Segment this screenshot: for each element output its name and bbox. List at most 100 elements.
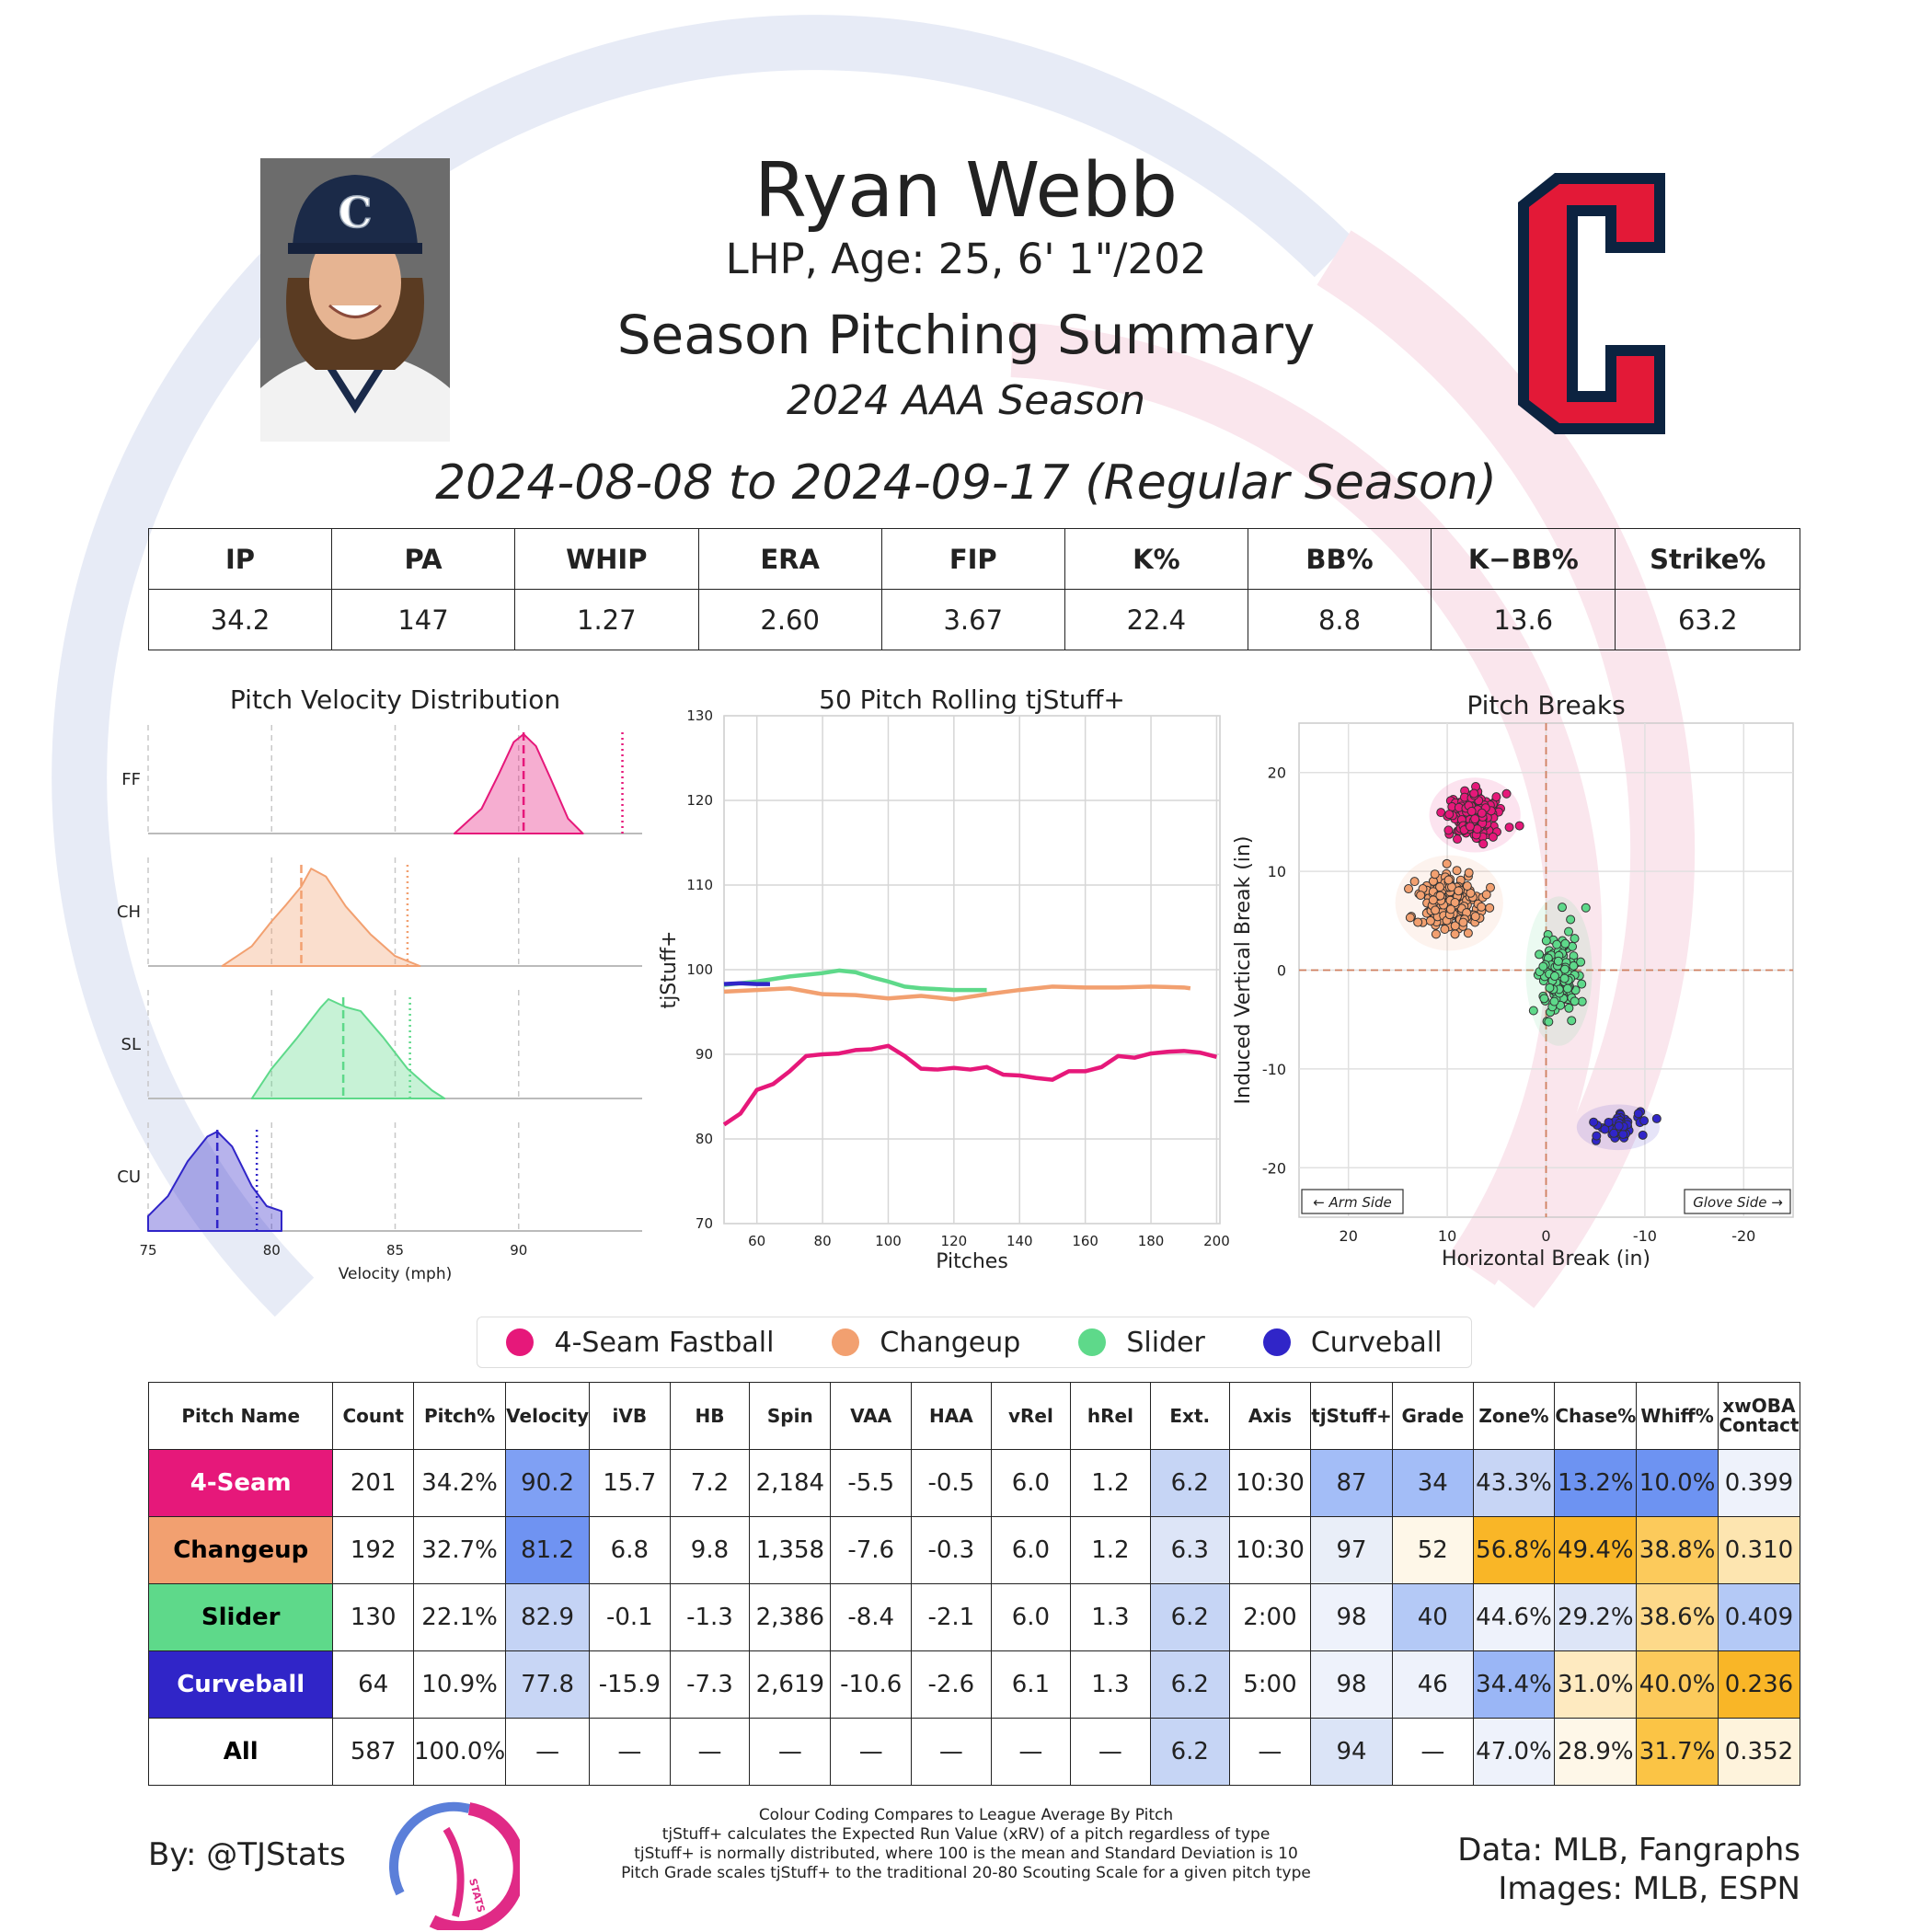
pitch-table-cell: -15.9 (589, 1650, 671, 1719)
pitch-table-header: xwOBA Contact (1717, 1382, 1801, 1450)
pitch-table-cell: -7.6 (830, 1516, 913, 1584)
pitch-table-cell: 6.2 (1149, 1583, 1230, 1651)
pitch-table-cell: 34.4% (1472, 1650, 1556, 1719)
velocity-distribution-chart: Pitch Velocity Distribution FF CH SL CU 75 80 8… (117, 684, 642, 1283)
breaks-point (1562, 983, 1572, 994)
legend-label: Slider (1126, 1326, 1205, 1359)
breaks-point (1469, 788, 1479, 799)
rolling-x-tick: 140 (1006, 1233, 1033, 1249)
breaks-point (1450, 897, 1460, 907)
breaks-y-tick: 20 (1268, 765, 1286, 782)
author-credit: By: @TJStats (148, 1836, 346, 1873)
breaks-point (1409, 877, 1420, 887)
breaks-point (1576, 957, 1586, 967)
pitch-table-row: Changeup 192 32.7% 81.2 6.8 9.8 1,358 -7.6 -0.3 6… (147, 1516, 1801, 1584)
breaks-point (1581, 903, 1591, 913)
pitch-table-cell: 38.6% (1636, 1583, 1719, 1651)
pitch-table-cell: — (1228, 1718, 1312, 1786)
breaks-point (1425, 915, 1435, 926)
pitch-table-cell: -5.5 (830, 1449, 913, 1517)
pitch-table-cell: 98 (1310, 1583, 1393, 1651)
breaks-point (1485, 882, 1495, 892)
pitch-table-cell: 31.0% (1554, 1650, 1638, 1719)
legend-label: Changeup (880, 1326, 1021, 1359)
pitch-name-cell: All (147, 1718, 334, 1786)
pitch-table-cell: 1.2 (1070, 1449, 1151, 1517)
pitch-table-cell: 5:00 (1228, 1650, 1312, 1719)
arm-side-annotation: ← Arm Side (1301, 1189, 1404, 1214)
breaks-point (1566, 914, 1576, 925)
pitch-table-cell: 2,386 (749, 1583, 832, 1651)
velocity-tick-label: 80 (263, 1242, 281, 1259)
pitch-table-cell: 90.2 (505, 1449, 591, 1517)
pitch-table-header: Axis (1228, 1382, 1312, 1450)
pitch-table-cell: 0.236 (1717, 1650, 1801, 1719)
breaks-point (1600, 1124, 1610, 1134)
breaks-x-tick: -20 (1731, 1227, 1755, 1245)
breaks-point (1413, 917, 1423, 927)
player-info: LHP, Age: 25, 6' 1"/202 (725, 235, 1207, 283)
pitch-table-header: Whiff% (1636, 1382, 1719, 1450)
footer-notes: Colour Coding Compares to League Average… (598, 1806, 1334, 1883)
pitch-table-cell: 1.3 (1070, 1650, 1151, 1719)
pitch-table-cell: 31.7% (1636, 1718, 1719, 1786)
legend-dot (832, 1328, 860, 1356)
legend-label: Curveball (1310, 1326, 1443, 1359)
rolling-x-tick: 160 (1072, 1233, 1098, 1249)
pitch-name-cell: Curveball (147, 1650, 334, 1719)
pitch-table-cell: — (505, 1718, 591, 1786)
stat-header: PA (331, 528, 515, 590)
pitch-table-cell: -2.1 (911, 1583, 992, 1651)
pitch-table-header: Spin (749, 1382, 832, 1450)
pitch-table-header: Zone% (1472, 1382, 1556, 1450)
rolling-y-tick: 90 (696, 1046, 713, 1063)
pitch-table-cell: 6.0 (990, 1449, 1072, 1517)
player-headshot: C (260, 158, 450, 442)
rolling-x-label: Pitches (936, 1250, 1008, 1273)
breaks-point (1478, 839, 1489, 849)
team-logo (1518, 173, 1665, 434)
breaks-point (1545, 983, 1555, 993)
breaks-point (1559, 973, 1570, 983)
breaks-point (1564, 1003, 1574, 1013)
pitch-table-cell: 100.0% (413, 1718, 507, 1786)
breaks-point (1501, 788, 1512, 799)
velocity-density-SL (250, 998, 446, 1099)
pitch-table-cell: -0.5 (911, 1449, 992, 1517)
breaks-point (1477, 808, 1487, 818)
summary-title: Season Pitching Summary (616, 304, 1316, 366)
velocity-chart-title: Pitch Velocity Distribution (230, 684, 560, 715)
pitch-table-cell: 201 (332, 1449, 415, 1517)
pitch-table-cell: -0.3 (911, 1516, 992, 1584)
pitch-table-cell: 1,358 (749, 1516, 832, 1584)
breaks-point (1577, 979, 1587, 989)
footer-note: Pitch Grade scales tjStuff+ to the tradi… (621, 1864, 1311, 1882)
tjstats-logo: STATS (389, 1801, 520, 1930)
stat-header: K−BB% (1431, 528, 1616, 590)
velocity-density-CH (221, 868, 421, 967)
breaks-point (1541, 936, 1551, 946)
pitch-table-row: All 587 100.0% — — — — — — — —6.2—94—47.0% 28.9% 31.… (147, 1718, 1801, 1786)
pitch-table-header: hRel (1070, 1382, 1151, 1450)
rolling-x-tick: 200 (1203, 1233, 1230, 1249)
svg-text:C: C (339, 188, 373, 237)
date-range: 2024-08-08 to 2024-09-17 (Regular Season… (435, 455, 1497, 511)
rolling-y-tick: 80 (696, 1131, 713, 1147)
breaks-point (1443, 875, 1454, 885)
breaks-y-tick: -10 (1262, 1061, 1286, 1078)
breaks-point (1481, 890, 1491, 900)
rolling-y-tick: 110 (686, 877, 713, 893)
pitch-table-header: tjStuff+ (1310, 1382, 1393, 1450)
pitch-table-cell: — (669, 1718, 751, 1786)
breaks-point (1570, 934, 1580, 944)
pitch-table-cell: 13.2% (1554, 1449, 1638, 1517)
pitch-table-cell: 6.3 (1149, 1516, 1230, 1584)
pitch-table-cell: 82.9 (505, 1583, 591, 1651)
pitch-table-cell: — (589, 1718, 671, 1786)
stat-header: FIP (880, 528, 1065, 590)
breaks-point (1416, 891, 1426, 901)
pitch-legend: 4-Seam Fastball Changeup Slider Curvebal… (477, 1317, 1472, 1368)
legend-label: 4-Seam Fastball (554, 1326, 775, 1359)
rolling-y-tick: 120 (686, 792, 713, 809)
pitch-table-header: HB (669, 1382, 751, 1450)
